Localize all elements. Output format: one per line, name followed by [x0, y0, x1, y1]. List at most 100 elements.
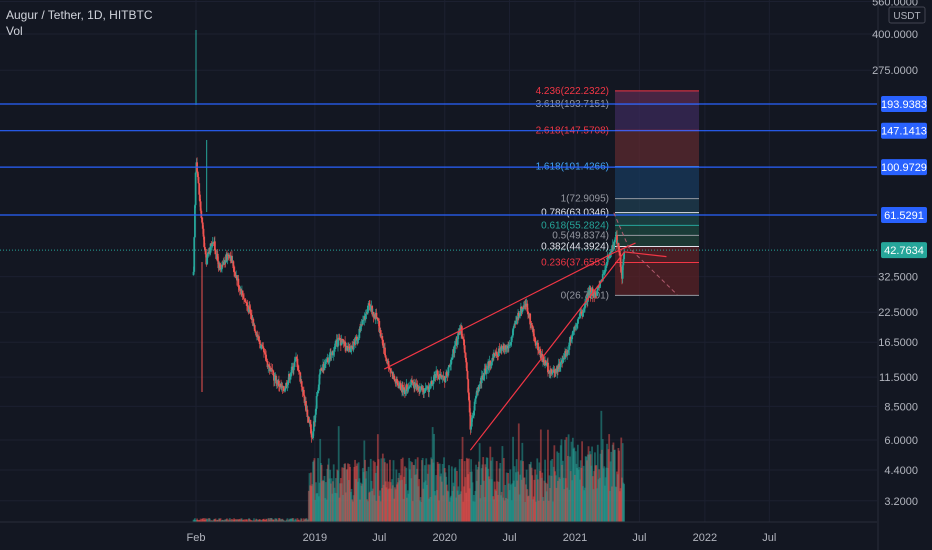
- volume-bar: [491, 457, 494, 522]
- candle-body: [201, 222, 204, 229]
- candle-body: [510, 341, 512, 345]
- candle-body: [515, 317, 518, 322]
- candle-body: [463, 345, 466, 353]
- candle-body: [450, 359, 453, 361]
- candle-body: [315, 396, 318, 409]
- candle-body: [467, 379, 470, 393]
- candle-body: [562, 357, 564, 363]
- candle-body: [483, 368, 486, 376]
- candle-body: [588, 289, 591, 296]
- candle-body: [558, 363, 561, 369]
- drawings-layer: [0, 103, 877, 451]
- volume-bar: [199, 518, 202, 522]
- candle-body: [345, 346, 348, 351]
- candle-body: [425, 387, 428, 389]
- candle-body: [384, 347, 386, 356]
- candle-body: [302, 389, 305, 396]
- candle-body: [289, 376, 292, 380]
- candle-body: [432, 380, 435, 385]
- candle-body: [353, 341, 356, 343]
- candle-body: [470, 417, 473, 427]
- candle-body: [404, 389, 407, 395]
- candle-body: [461, 336, 464, 339]
- candle-body: [554, 372, 556, 374]
- candle-body: [233, 271, 236, 273]
- volume-bar: [437, 463, 440, 522]
- candle-body: [599, 283, 601, 288]
- volume-bar: [608, 434, 611, 522]
- candle-body: [532, 329, 535, 337]
- candle-body: [497, 348, 500, 357]
- candle-body: [278, 380, 280, 386]
- candle-body: [606, 254, 609, 263]
- volume-bar: [461, 436, 464, 522]
- candle-body: [570, 339, 573, 342]
- candle-body: [407, 388, 410, 390]
- x-tick-label: 2019: [303, 532, 327, 544]
- candle-body: [606, 262, 608, 264]
- candle-body: [356, 336, 359, 341]
- candle-body: [621, 265, 624, 279]
- candle-body: [450, 359, 453, 365]
- candle-body: [579, 313, 581, 317]
- candle-body: [449, 364, 452, 367]
- candle-body: [286, 384, 289, 387]
- candle-body: [478, 384, 481, 390]
- candle-body: [511, 335, 514, 337]
- candle-body: [454, 342, 457, 346]
- candle-body: [283, 390, 286, 392]
- candle-body: [545, 363, 548, 366]
- candle-body: [403, 387, 406, 390]
- candle-body: [314, 414, 317, 423]
- candle-body: [460, 326, 463, 337]
- candle-body: [317, 384, 320, 391]
- x-tick-label: 2020: [433, 532, 457, 544]
- candle-body: [315, 408, 317, 415]
- candle-body: [618, 246, 621, 251]
- fib-zone: [615, 246, 699, 263]
- volume-bar: [512, 436, 514, 522]
- fib-zone: [615, 262, 699, 296]
- candle-body: [423, 392, 426, 394]
- candle-body: [263, 348, 265, 353]
- candle-body: [582, 310, 585, 314]
- volume-bar: [337, 426, 340, 522]
- projection-path: [613, 212, 678, 295]
- candle-body: [578, 316, 581, 318]
- candle-body: [327, 358, 329, 363]
- last-price-badge: [881, 242, 927, 259]
- candle-body: [602, 273, 605, 275]
- candle-body: [475, 396, 477, 399]
- y-tick-label: 3.2000: [884, 496, 918, 508]
- candle-body: [589, 287, 592, 296]
- candle-body: [301, 386, 304, 392]
- candle-body: [258, 341, 261, 345]
- y-tick-label: 16.5000: [878, 337, 918, 349]
- candle-body: [270, 367, 272, 371]
- candle-body: [381, 336, 384, 340]
- candle-body: [464, 352, 467, 358]
- candle-body: [233, 268, 235, 272]
- candle-body: [499, 349, 502, 352]
- candle-body: [375, 312, 378, 319]
- candle-body: [227, 254, 230, 256]
- y-tick-label: 8.5000: [884, 401, 918, 413]
- symbol-title: Augur / Tether, 1D, HITBTC: [6, 8, 153, 22]
- candle-body: [564, 351, 566, 360]
- candle-body: [492, 353, 495, 359]
- candle-body: [583, 307, 586, 311]
- volume-bar: [427, 464, 430, 522]
- candle-body: [328, 354, 331, 363]
- candle-body: [334, 343, 337, 348]
- candle-body: [426, 386, 428, 388]
- volume-bar: [499, 462, 502, 522]
- y-tick-label: 11.5000: [879, 372, 918, 384]
- candle-body: [566, 350, 569, 356]
- candle-body: [371, 306, 374, 315]
- candle-body: [203, 246, 206, 251]
- candle-body: [391, 372, 394, 379]
- y-tick-label: 22.5000: [878, 307, 918, 319]
